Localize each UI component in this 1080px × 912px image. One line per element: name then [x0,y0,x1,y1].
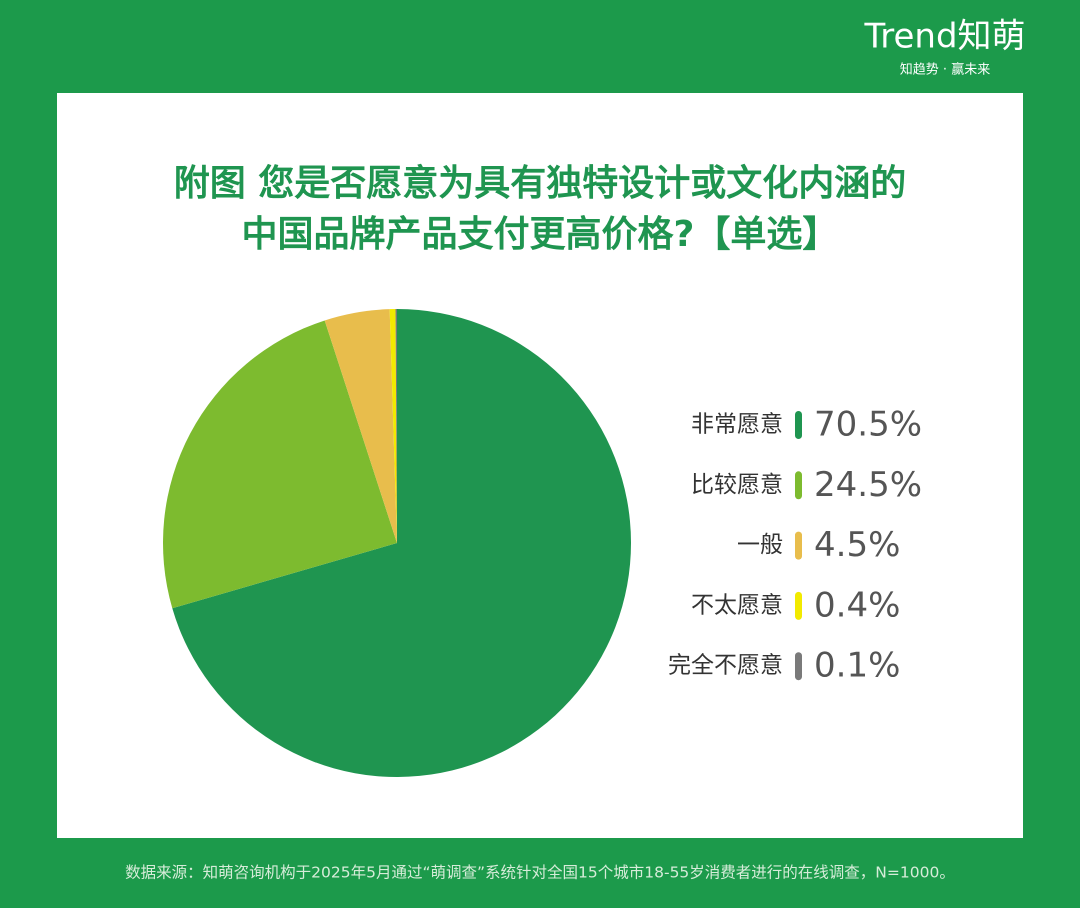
legend-label: 比较愿意 [691,472,783,498]
legend-marker [795,531,802,560]
legend-marker [795,471,802,500]
legend-label: 不太愿意 [691,592,783,618]
pie-slice [389,309,397,543]
chart-title: 中国品牌产品支付更高价格?【单选】 [242,214,839,255]
legend-label: 一般 [737,532,783,558]
pie-slice [162,320,397,609]
pie-slice [324,309,397,543]
value-label: 0.1% [814,646,900,686]
legend-marker [795,652,802,681]
legend-label: 非常愿意 [691,412,783,438]
value-label: 4.5% [814,525,900,565]
value-label: 0.4% [814,585,900,625]
legend-marker [795,591,802,620]
source-note: 数据来源：知萌咨询机构于2025年5月通过“萌调查”系统针对全国15个城市18-… [125,864,955,882]
pie-slice [395,309,397,543]
logo: Trend知萌 [863,17,1025,57]
value-label: 70.5% [814,405,922,445]
value-label: 24.5% [814,465,922,505]
chart-title: 附图 您是否愿意为具有独特设计或文化内涵的 [174,163,907,204]
pie-slice [172,309,632,777]
tagline: 知趋势 · 赢未来 [900,62,990,78]
legend-label: 完全不愿意 [668,653,783,679]
legend-marker [795,411,802,439]
